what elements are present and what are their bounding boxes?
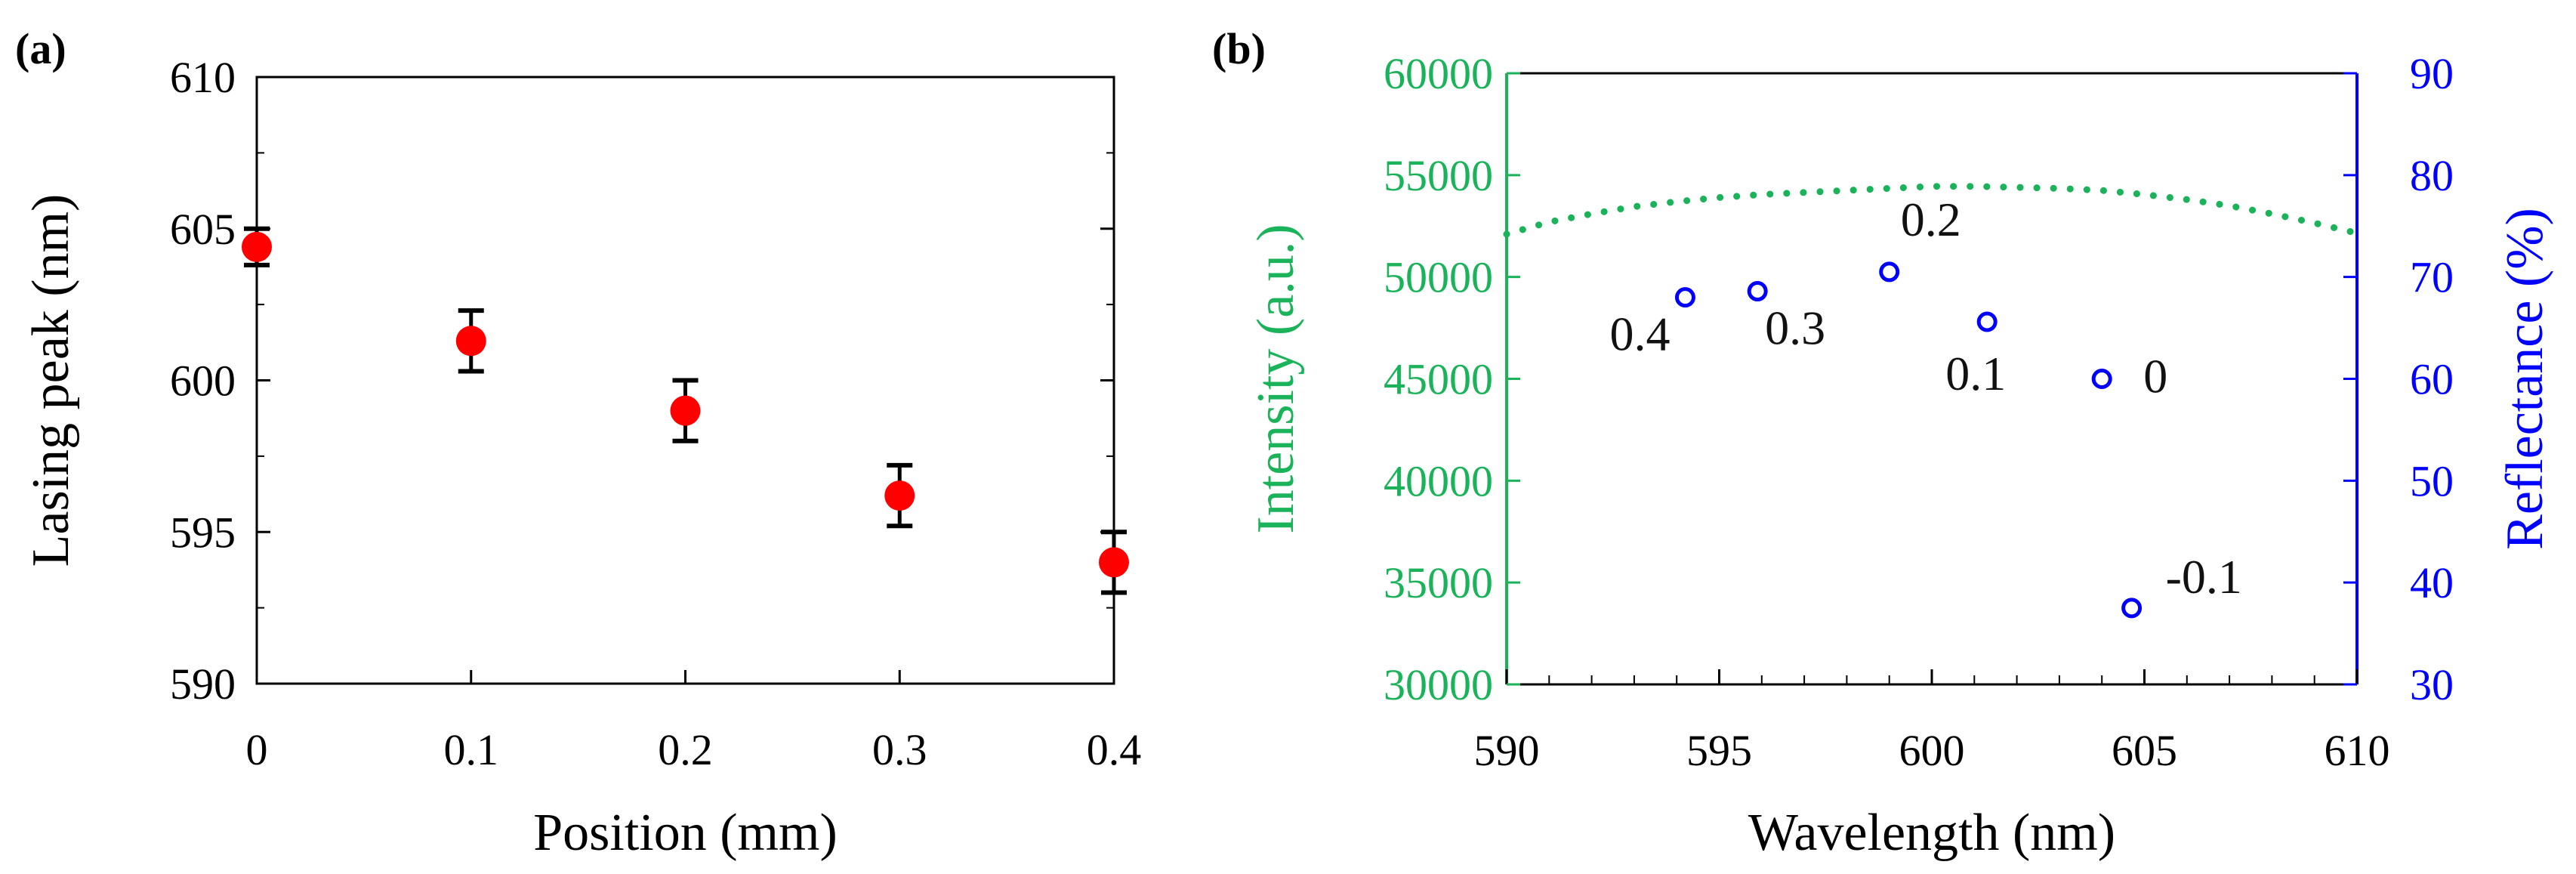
- data-point-a-0: [242, 231, 272, 262]
- y-tick-label-a: 595: [170, 508, 236, 557]
- reflectance-point-1: [1747, 281, 1768, 302]
- x-tick-label-b: 605: [2112, 726, 2177, 775]
- y-left-tick-label-b: 60000: [1384, 49, 1493, 98]
- reflectance-point-label: -0.1: [2166, 550, 2242, 604]
- y-left-tick-label-b: 40000: [1384, 456, 1493, 505]
- y-tick-label-a: 590: [170, 659, 236, 709]
- data-point-a-2: [670, 395, 701, 426]
- y-right-tick-label-b: 30: [2410, 660, 2454, 709]
- reflectance-point-label: 0: [2143, 350, 2167, 403]
- y-right-tick-label-b: 50: [2410, 456, 2454, 505]
- reflectance-point-label: 0.4: [1609, 307, 1670, 361]
- y-left-tick-label-b: 30000: [1384, 660, 1493, 709]
- reflectance-point-0: [1674, 287, 1695, 308]
- y-left-tick-label-b: 35000: [1384, 558, 1493, 607]
- y-right-tick-label-b: 70: [2410, 253, 2454, 302]
- y-right-tick-label-b: 60: [2410, 355, 2454, 404]
- panel-b: (b)590 595 600 605 6103000035000400004500050…: [1212, 24, 2554, 862]
- x-tick-label-a: 0.1: [444, 725, 499, 774]
- x-axis-label-b: Wavelength (nm): [1748, 804, 2115, 862]
- x-tick-label-a: 0.4: [1087, 725, 1142, 774]
- reflectance-point-5: [2121, 598, 2143, 619]
- y-right-tick-label-b: 40: [2410, 558, 2454, 607]
- y-tick-label-a: 610: [170, 53, 236, 102]
- y-left-tick-label-b: 55000: [1384, 151, 1493, 200]
- y-right-tick-label-b: 80: [2410, 151, 2454, 200]
- panel-label-b: (b): [1212, 24, 1266, 73]
- y-tick-label-a: 605: [170, 205, 236, 254]
- data-point-a-4: [1099, 547, 1129, 578]
- x-tick-label-b: 600: [1899, 726, 1965, 775]
- y-axis-label-b-left: Intensity (a.u.): [1247, 224, 1305, 533]
- data-point-a-3: [884, 480, 915, 511]
- reflectance-point-label: 0.2: [1901, 193, 1961, 246]
- reflectance-point-2: [1879, 261, 1900, 283]
- x-tick-label-a: 0.3: [872, 725, 927, 774]
- x-tick-label-a: 0: [246, 725, 268, 774]
- x-tick-label-b: 595: [1686, 726, 1752, 775]
- y-left-tick-label-b: 50000: [1384, 253, 1493, 302]
- panel-label-a: (a): [15, 24, 66, 73]
- y-axis-label-a: Lasing peak (nm): [22, 194, 80, 567]
- reflectance-point-label: 0.1: [1945, 347, 2006, 400]
- panel-a: (a) 590 595 600 605 610 0 0.1 0.2 0.3 0.4 Position …: [15, 24, 1141, 862]
- y-left-tick-label-b: 45000: [1384, 355, 1493, 404]
- y-right-tick-label-b: 90: [2410, 49, 2454, 98]
- x-tick-label-b: 590: [1474, 726, 1540, 775]
- y-axis-label-b-right: Reflectance (%): [2496, 208, 2554, 550]
- reflectance-point-label: 0.3: [1765, 301, 1825, 355]
- x-tick-label-a: 0.2: [658, 725, 713, 774]
- y-tick-label-a: 600: [170, 357, 236, 406]
- reflectance-point-4: [2091, 369, 2112, 389]
- x-tick-label-b: 610: [2325, 726, 2390, 775]
- reflectance-point-3: [1976, 311, 1998, 332]
- x-axis-label-a: Position (mm): [533, 804, 838, 862]
- data-point-a-1: [455, 326, 486, 357]
